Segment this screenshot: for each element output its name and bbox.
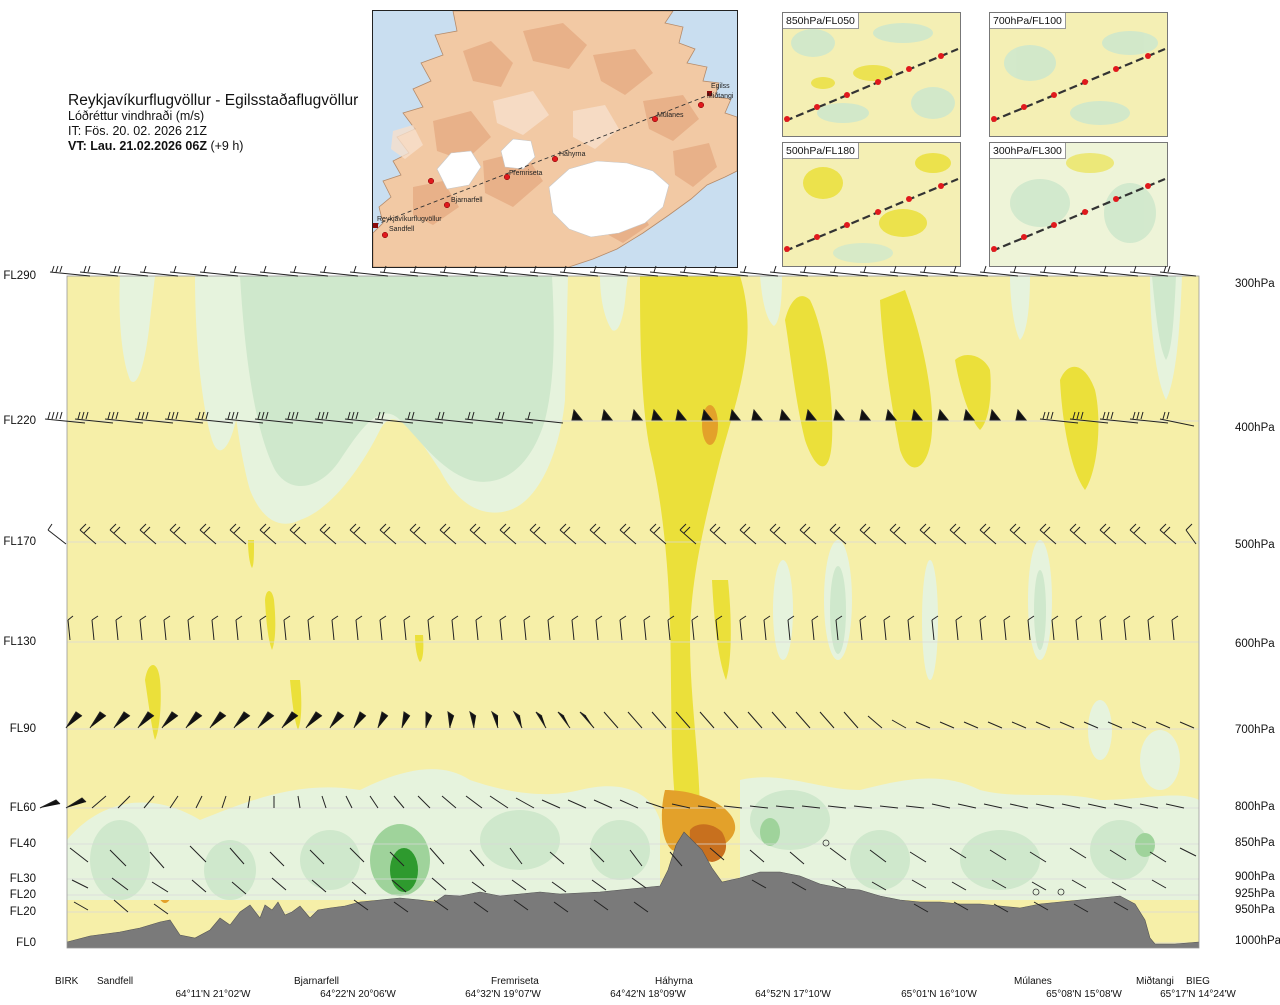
coord-7: 65°17'N 14°24'W <box>1160 989 1236 1000</box>
hpa-label-10: 1000hPa <box>1235 935 1280 947</box>
green-contours-mid <box>773 540 1180 790</box>
mini-map-500-label: 500hPa/FL180 <box>783 143 859 159</box>
wind-barb-row-fl90 <box>65 710 1195 729</box>
green-contours-upper-2 <box>240 276 1176 487</box>
waypoint-bjarnarfell: Bjarnarfell <box>294 976 340 987</box>
mini-map-850-label: 850hPa/FL050 <box>783 13 859 29</box>
wind-barb-row-fl60 <box>39 795 1185 809</box>
hpa-label-6: 850hPa <box>1235 837 1275 849</box>
wind-barb-row-fl130 <box>67 615 1179 641</box>
hpa-label-5: 800hPa <box>1235 801 1275 813</box>
hpa-label-7: 900hPa <box>1235 871 1275 883</box>
map-label-fremriseta: Fremriseta <box>509 170 543 177</box>
wind-barb-row-fl170 <box>47 523 1197 545</box>
wind-barb-rows-low <box>69 845 1197 915</box>
mini-map-500: 500hPa/FL180 <box>782 142 961 267</box>
wind-barb-row-fl220 <box>44 408 1195 427</box>
mini-map-300-label: 300hPa/FL300 <box>990 143 1066 159</box>
coord-1: 64°22'N 20°06'W <box>320 989 396 1000</box>
coord-5: 65°01'N 16°10'W <box>901 989 977 1000</box>
issue-time: IT: Fös. 20. 02. 2026 21Z <box>68 124 207 138</box>
route-markers <box>381 101 705 239</box>
coord-4: 64°52'N 17°10'W <box>755 989 831 1000</box>
waypoint-birk: BIRK <box>55 976 79 987</box>
mini-map-300: 300hPa/FL300 <box>989 142 1168 267</box>
coord-3: 64°42'N 18°09'W <box>610 989 686 1000</box>
route-line <box>374 94 710 226</box>
fl-label-7: FL30 <box>9 873 36 885</box>
coord-6: 65°08'N 15°08'W <box>1046 989 1122 1000</box>
valid-time-main: VT: Lau. 21.02.2026 06Z <box>68 139 207 153</box>
wind-barbs <box>39 265 1197 915</box>
map-label-egilsstadir: Egilss <box>711 83 730 90</box>
green-contours-mid-2 <box>830 566 1046 654</box>
map-label-hahyrna: Háhyrna <box>559 151 586 158</box>
map-label-reykjavik: Reykjavíkurflugvöllur <box>377 216 442 223</box>
hpa-label-1: 400hPa <box>1235 422 1275 434</box>
egilsstadir-marker <box>707 91 712 96</box>
route-title: Reykjavíkurflugvöllur - Egilsstaðaflugvö… <box>68 92 359 109</box>
green-contours-strong <box>390 848 418 892</box>
mini-map-300-svg <box>990 143 1167 266</box>
valid-time: VT: Lau. 21.02.2026 06Z (+9 h) <box>68 139 358 154</box>
overview-map: Reykjavíkurflugvöllur Sandfell Bjarnarfe… <box>372 10 738 268</box>
mini-map-850: 850hPa/FL050 <box>782 12 961 137</box>
fl-label-10: FL0 <box>16 937 36 949</box>
mini-map-700-svg <box>990 13 1167 136</box>
fl-label-4: FL90 <box>9 723 36 735</box>
valid-time-offset: (+9 h) <box>210 139 244 153</box>
fl-label-3: FL130 <box>3 636 36 648</box>
map-label-midtangi: Miðtangi <box>707 92 734 100</box>
hpa-label-4: 700hPa <box>1235 724 1275 736</box>
fl-label-0: FL290 <box>3 270 36 282</box>
map-label-sandfell: Sandfell <box>389 226 415 233</box>
plot-frame <box>66 275 1200 949</box>
waypoint-bieg: BIEG <box>1186 976 1210 987</box>
map-label-mulanes: Múlanes <box>657 112 684 119</box>
mini-map-700-label: 700hPa/FL100 <box>990 13 1066 29</box>
hpa-label-9: 950hPa <box>1235 904 1275 916</box>
mini-map-850-svg <box>783 13 960 136</box>
waypoint-mulanes: Múlanes <box>1014 976 1052 987</box>
fl-label-9: FL20 <box>9 906 36 918</box>
mini-map-500-svg <box>783 143 960 266</box>
hpa-label-2: 500hPa <box>1235 539 1275 551</box>
yellow-contours <box>145 276 1099 820</box>
chart-subtitle: Lóðréttur vindhraði (m/s) <box>68 109 205 123</box>
fl-label-8: FL20 <box>9 889 36 901</box>
coord-0: 64°11'N 21°02'W <box>175 989 251 1000</box>
coord-2: 64°32'N 19°07'W <box>465 989 541 1000</box>
map-label-bjarnarfell: Bjarnarfell <box>451 197 483 204</box>
waypoint-fremriseta: Fremriseta <box>491 976 539 987</box>
waypoint-hahyrna: Háhyrna <box>655 976 693 987</box>
fl-label-5: FL60 <box>9 802 36 814</box>
fl-label-2: FL170 <box>3 536 36 548</box>
calm-circles <box>822 839 1065 896</box>
overview-map-svg: Reykjavíkurflugvöllur Sandfell Bjarnarfe… <box>373 11 737 267</box>
fl-label-1: FL220 <box>3 415 36 427</box>
terrain-profile <box>67 831 1199 948</box>
hpa-label-3: 600hPa <box>1235 638 1275 650</box>
reykjavik-marker <box>373 223 378 228</box>
waypoint-sandfell: Sandfell <box>97 976 134 987</box>
hpa-label-8: 925hPa <box>1235 888 1275 900</box>
title-block: Reykjavíkurflugvöllur - Egilsstaðaflugvö… <box>68 92 358 154</box>
mini-map-700: 700hPa/FL100 <box>989 12 1168 137</box>
fl-label-6: FL40 <box>9 838 36 850</box>
waypoint-midtangi: Miðtangi <box>1136 976 1174 987</box>
wind-barb-row-fl290 <box>49 265 1197 277</box>
hpa-label-0: 300hPa <box>1235 278 1275 290</box>
